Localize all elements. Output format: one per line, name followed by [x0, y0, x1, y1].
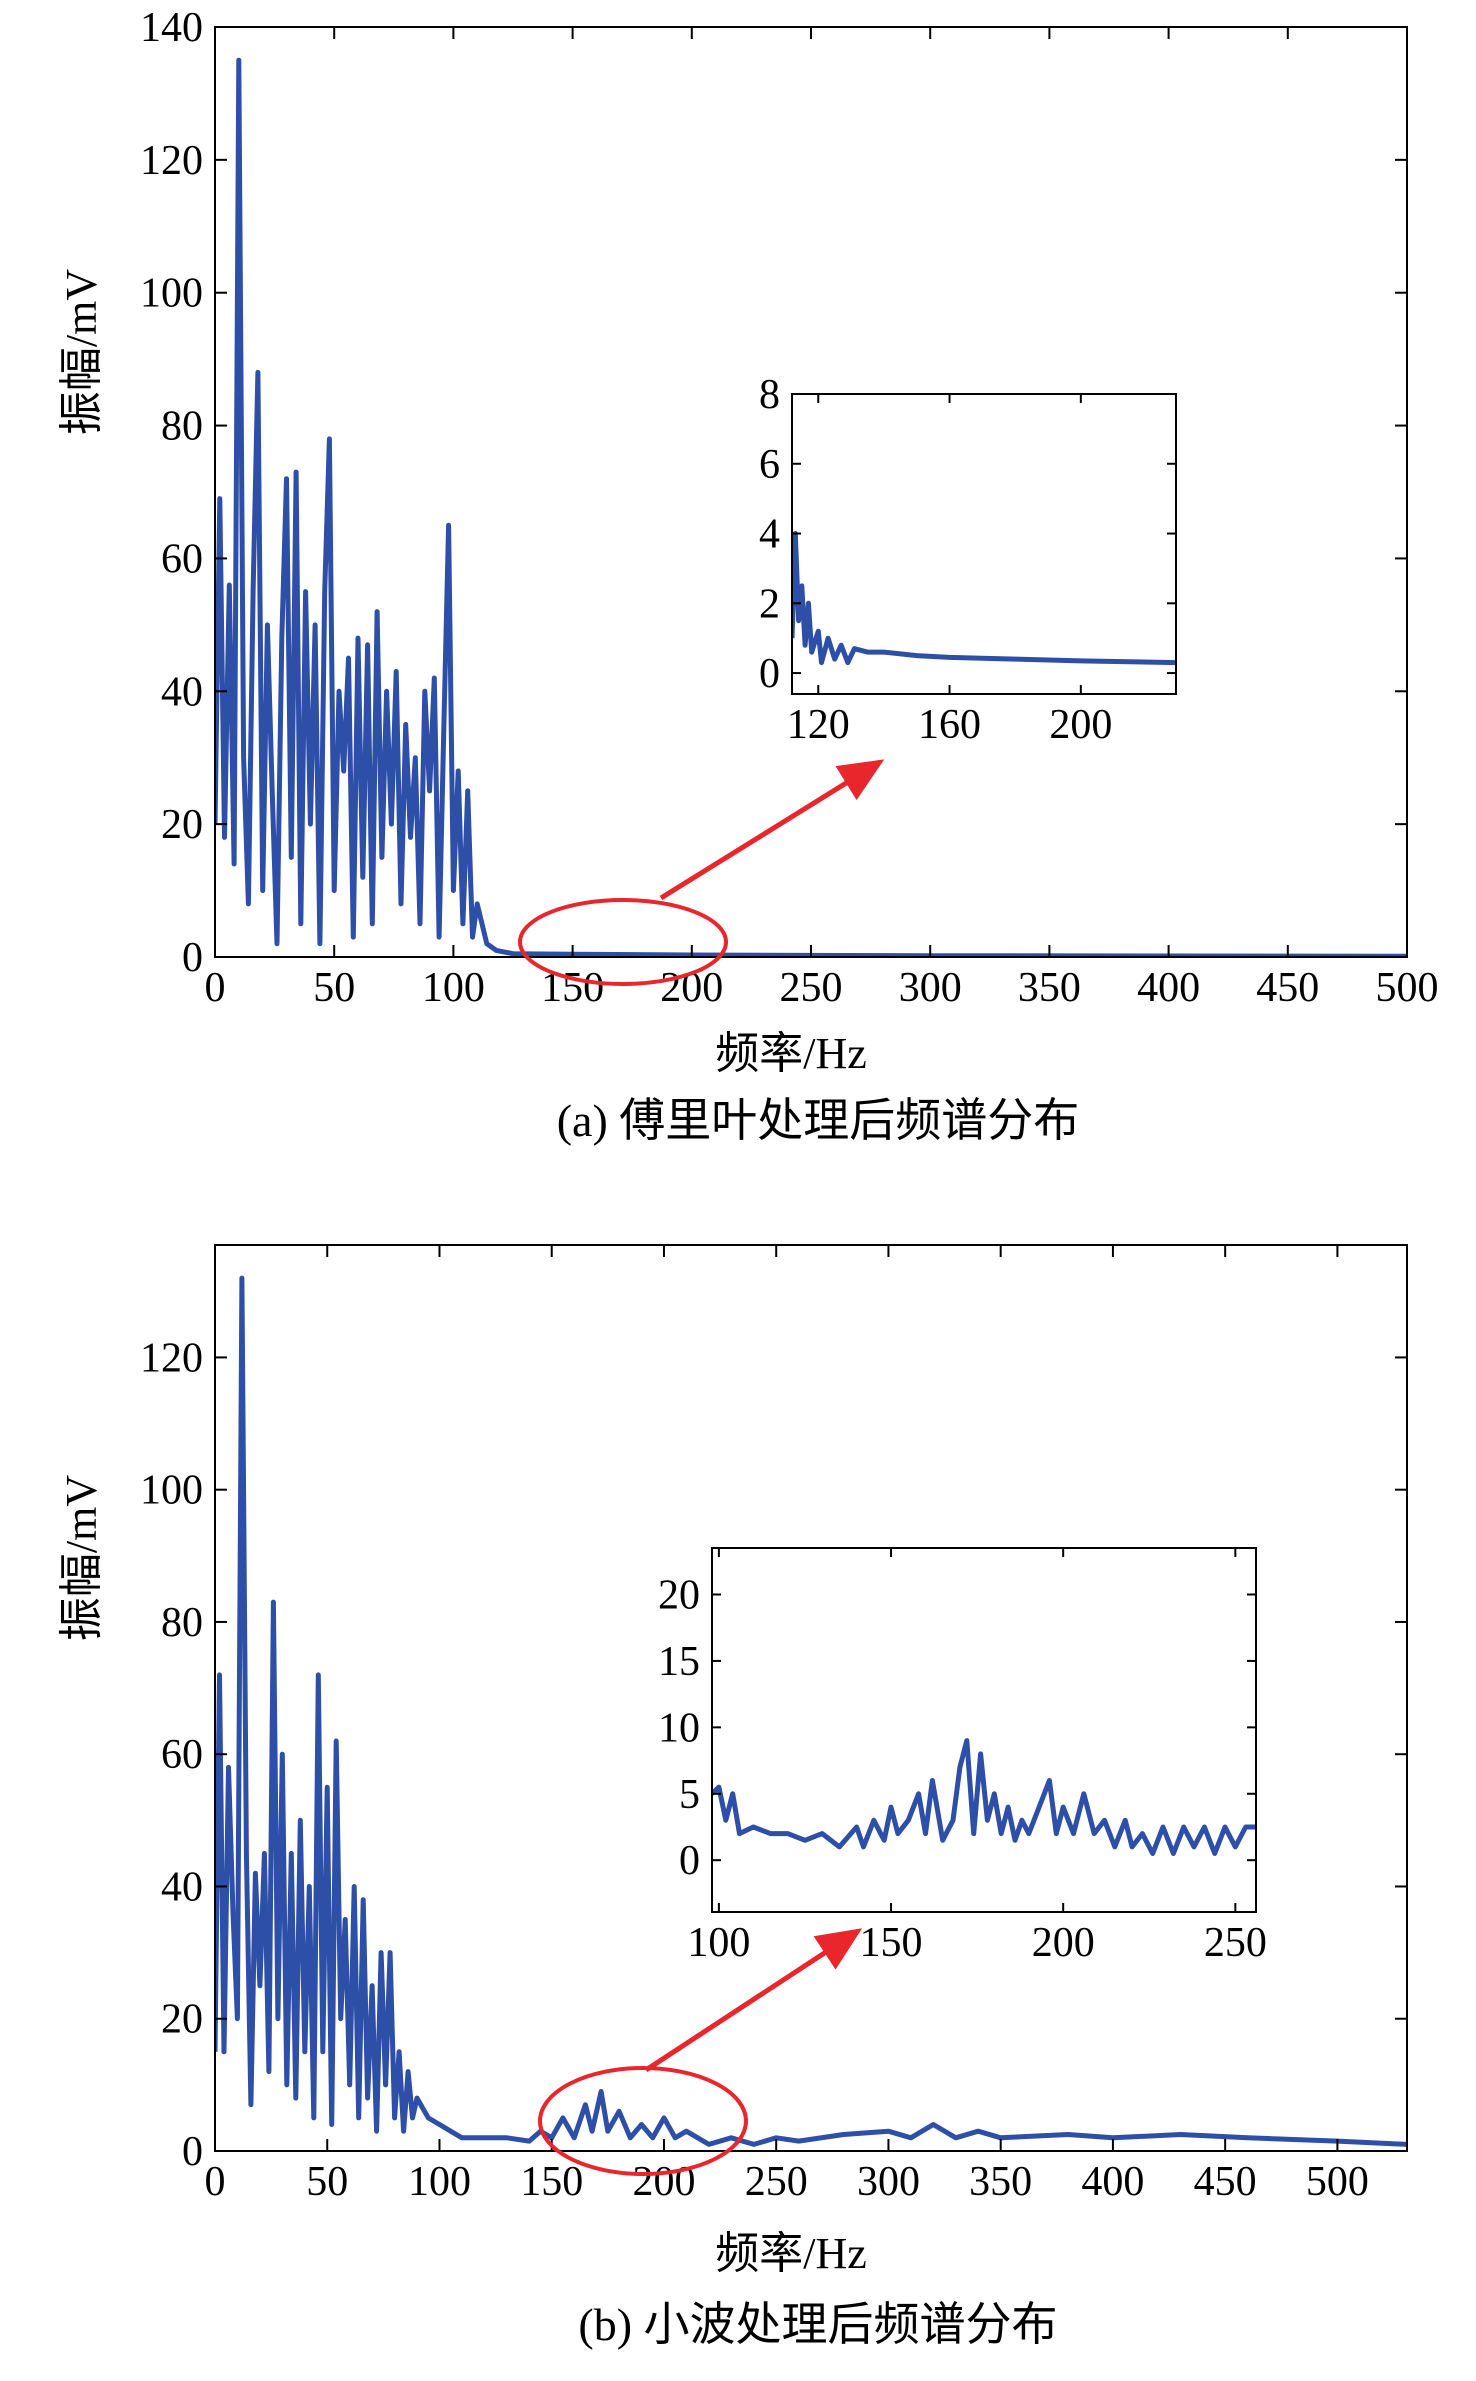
y-tick-label: 4	[759, 512, 780, 558]
x-tick-label: 50	[306, 2159, 348, 2205]
axes-box	[214, 26, 1408, 958]
x-tick-label: 300	[857, 2159, 920, 2205]
plot-data	[215, 1275, 1407, 2147]
x-tick-label: 200	[1049, 702, 1112, 748]
x-tick-label: 500	[1306, 2159, 1369, 2205]
y-tick-label: 6	[759, 442, 780, 488]
data-line	[215, 1275, 1407, 2147]
y-tick-label: 15	[658, 1639, 700, 1685]
x-tick-label: 250	[780, 965, 843, 1011]
x-tick-label: 250	[1204, 1920, 1267, 1966]
caption: (b) 小波处理后频谱分布	[578, 2299, 1057, 2350]
x-tick-label: 300	[899, 965, 962, 1011]
y-tick-label: 60	[161, 536, 203, 582]
y-tick-label: 80	[161, 1600, 203, 1646]
x-tick-label: 250	[745, 2159, 808, 2205]
y-tick-label: 100	[140, 271, 203, 317]
x-tick-label: 200	[1032, 1920, 1095, 1966]
y-tick-label: 120	[140, 1335, 203, 1381]
y-tick-label: 20	[658, 1572, 700, 1618]
x-axis-label: 频率/Hz	[715, 2229, 867, 2278]
y-tick-label: 10	[658, 1705, 700, 1751]
y-tick-label: 0	[182, 2129, 203, 2175]
y-tick-label: 140	[140, 5, 203, 51]
axes-box	[791, 393, 1177, 695]
y-tick-label: 8	[759, 372, 780, 418]
y-tick-label: 80	[161, 404, 203, 450]
y-tick-label: 5	[679, 1772, 700, 1818]
x-tick-label: 400	[1137, 965, 1200, 1011]
y-tick-label: 100	[140, 1468, 203, 1514]
axes-box	[711, 1547, 1257, 1913]
y-tick-label: 0	[182, 935, 203, 981]
axes-box	[214, 1244, 1408, 2152]
plot-data	[712, 1738, 1256, 1856]
y-tick-label: 60	[161, 1732, 203, 1778]
caption: (a) 傅里叶处理后频谱分布	[557, 1095, 1080, 1146]
x-tick-label: 50	[313, 965, 355, 1011]
data-line	[792, 531, 1176, 666]
plot-area	[712, 1548, 1256, 1912]
y-tick-label: 2	[759, 581, 780, 627]
x-tick-label: 400	[1081, 2159, 1144, 2205]
x-tick-label: 100	[687, 1920, 750, 1966]
plot-data	[215, 57, 1407, 957]
x-tick-label: 0	[205, 965, 226, 1011]
y-axis-label: 振幅/mV	[57, 1475, 106, 1641]
x-axis-label: 频率/Hz	[715, 1029, 867, 1078]
y-tick-label: 20	[161, 1997, 203, 2043]
highlight-ellipse	[538, 2066, 748, 2176]
x-tick-label: 0	[205, 2159, 226, 2205]
x-tick-label: 450	[1256, 965, 1319, 1011]
y-tick-label: 40	[161, 1864, 203, 1910]
y-tick-label: 20	[161, 802, 203, 848]
zoom-arrow	[644, 1928, 863, 2073]
x-tick-label: 160	[918, 702, 981, 748]
x-tick-label: 120	[787, 702, 850, 748]
x-tick-label: 100	[408, 2159, 471, 2205]
x-tick-label: 100	[422, 965, 485, 1011]
x-tick-label: 150	[520, 2159, 583, 2205]
y-tick-label: 120	[140, 138, 203, 184]
data-line	[215, 57, 1407, 957]
highlight-ellipse	[518, 898, 728, 986]
x-tick-label: 350	[1018, 965, 1081, 1011]
x-tick-label: 150	[860, 1920, 923, 1966]
y-axis-label: 振幅/mV	[57, 269, 106, 435]
zoom-arrow	[659, 759, 885, 901]
x-tick-label: 450	[1194, 2159, 1257, 2205]
y-tick-label: 0	[679, 1838, 700, 1884]
x-tick-label: 350	[969, 2159, 1032, 2205]
plot-data	[792, 531, 1176, 666]
plot-area	[792, 394, 1176, 694]
x-tick-label: 500	[1376, 965, 1439, 1011]
data-line	[712, 1738, 1256, 1856]
y-tick-label: 40	[161, 669, 203, 715]
x-tick-label: 200	[632, 2159, 695, 2205]
y-tick-label: 0	[759, 651, 780, 697]
